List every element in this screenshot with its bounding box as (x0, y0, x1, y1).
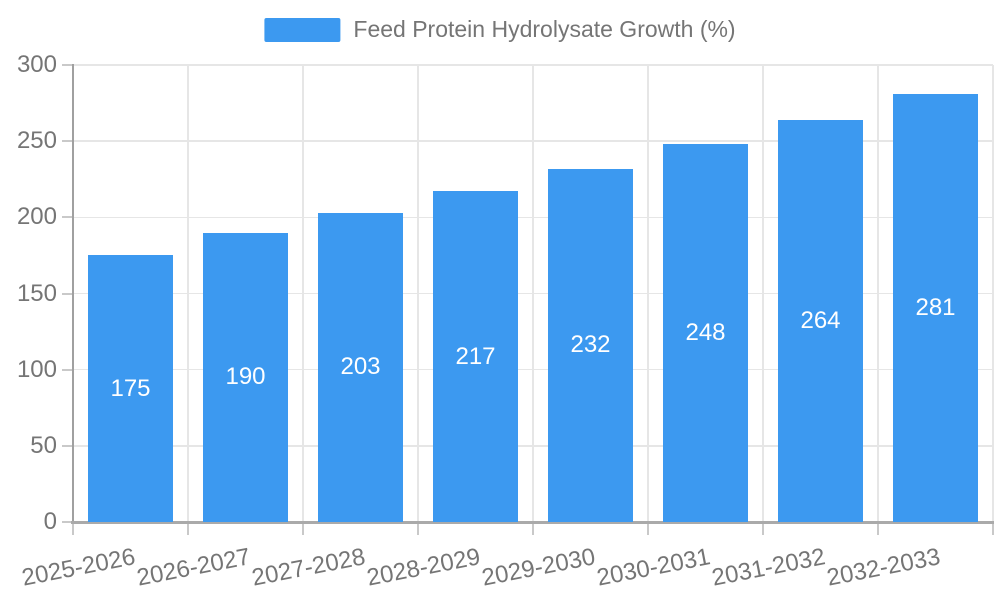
y-axis-tick (62, 368, 73, 371)
gridline-vertical (992, 65, 994, 522)
x-axis-tick (647, 524, 649, 535)
legend-label: Feed Protein Hydrolysate Growth (%) (353, 16, 736, 42)
y-axis-tick (62, 64, 73, 66)
gridline-vertical (877, 65, 879, 522)
bar-2031-2032: 264 (778, 119, 863, 522)
x-axis-tick (877, 524, 879, 535)
bar-value-label: 175 (110, 374, 151, 402)
bar-value-label: 232 (570, 331, 611, 359)
y-axis-tick-label: 150 (16, 279, 57, 307)
bar-2026-2027: 190 (203, 232, 288, 522)
bar-2029-2030: 232 (548, 168, 633, 522)
gridline-vertical (647, 65, 649, 522)
bar-2025-2026: 175 (88, 255, 173, 522)
bar-2030-2031: 248 (663, 144, 748, 522)
y-axis-tick-label: 250 (16, 127, 57, 155)
bar-value-label: 190 (225, 363, 266, 391)
y-axis-tick (62, 216, 73, 219)
y-axis-tick-label: 200 (16, 203, 57, 231)
bar-value-label: 248 (685, 319, 726, 347)
x-axis-tick (532, 524, 534, 535)
y-axis-line (72, 64, 74, 524)
gridline-vertical (532, 65, 534, 522)
y-axis-tick (62, 444, 73, 447)
bar-value-label: 264 (800, 306, 841, 334)
x-axis-line (71, 521, 994, 524)
y-axis-tick-label: 0 (43, 508, 57, 535)
gridline-vertical (302, 65, 304, 522)
x-axis-tick (417, 524, 419, 535)
x-axis-tick (762, 524, 764, 535)
gridline-vertical (417, 65, 419, 522)
y-axis-tick-label: 50 (30, 431, 57, 459)
chart-legend[interactable]: Feed Protein Hydrolysate Growth (%) (264, 16, 736, 43)
x-axis-tick (302, 524, 304, 535)
gridline-vertical (762, 65, 764, 522)
y-axis-tick-label: 300 (16, 51, 57, 78)
gridline-vertical (187, 65, 189, 522)
bar-2028-2029: 217 (433, 191, 518, 522)
x-axis-tick (187, 524, 189, 535)
y-axis-tick (62, 521, 73, 523)
y-axis-tick-label: 100 (16, 355, 57, 383)
x-axis-tick (992, 524, 994, 535)
bar-value-label: 281 (915, 293, 956, 321)
y-axis-tick (62, 140, 73, 143)
bar-value-label: 203 (340, 353, 381, 381)
bar-2027-2028: 203 (318, 212, 403, 522)
bar-2032-2033: 281 (893, 93, 978, 522)
y-axis-tick (62, 292, 73, 295)
x-axis-tick (72, 524, 74, 535)
bar-value-label: 217 (455, 342, 496, 370)
legend-swatch (264, 17, 341, 42)
